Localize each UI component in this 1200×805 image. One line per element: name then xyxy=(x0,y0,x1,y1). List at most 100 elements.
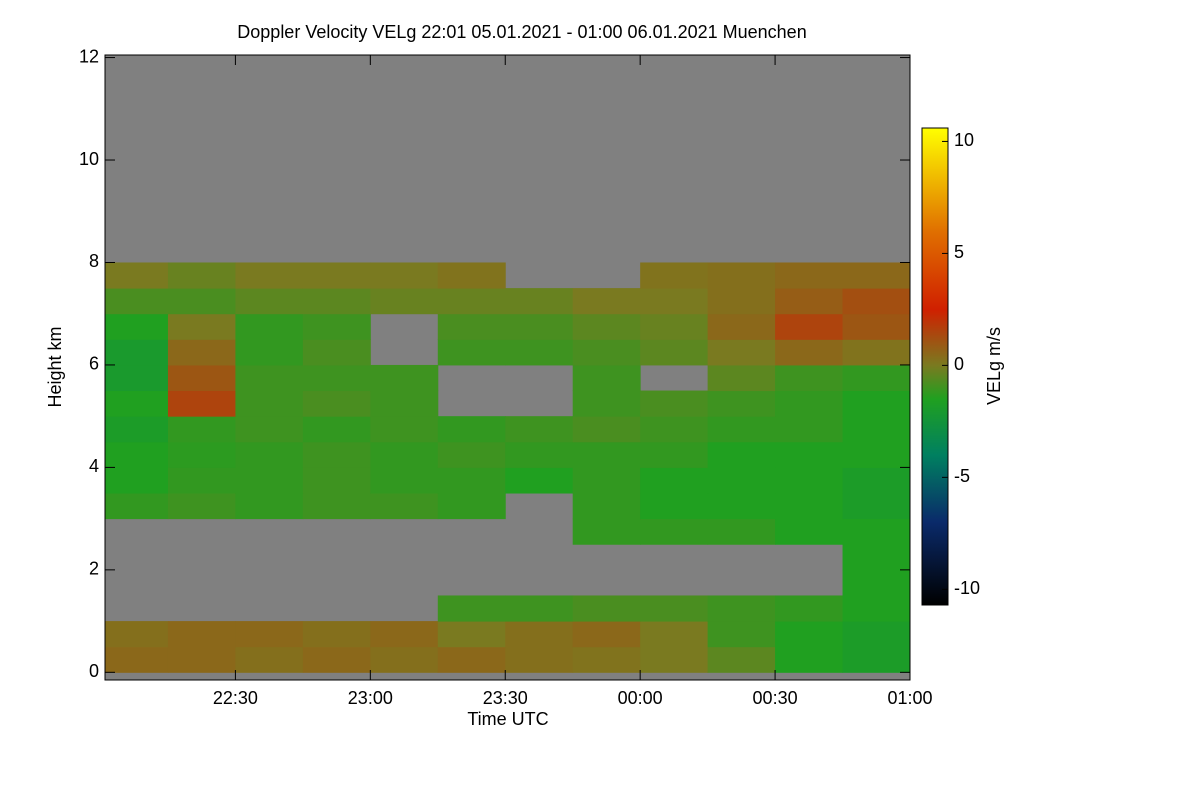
heatmap-cell xyxy=(505,339,574,366)
heatmap-cell xyxy=(775,493,844,520)
heatmap-cell xyxy=(437,416,506,443)
y-tick-label: 4 xyxy=(89,456,99,476)
heatmap-cell xyxy=(105,288,169,315)
heatmap-cell xyxy=(437,621,506,648)
heatmap-cell xyxy=(437,646,506,673)
heatmap-cell xyxy=(572,646,641,673)
heatmap-cell xyxy=(302,621,371,648)
heatmap-cell xyxy=(105,390,169,417)
y-axis-label: Height km xyxy=(45,326,65,407)
heatmap-cell xyxy=(842,569,911,596)
heatmap-cell xyxy=(640,646,709,673)
heatmap-cell xyxy=(640,493,709,520)
heatmap-cell xyxy=(167,493,236,520)
heatmap-cell xyxy=(505,595,574,622)
heatmap-cell xyxy=(302,441,371,468)
heatmap-cell xyxy=(105,364,169,392)
heatmap-cell xyxy=(437,595,506,622)
heatmap-cell xyxy=(707,390,776,417)
heatmap-cell xyxy=(572,621,641,648)
heatmap-cell xyxy=(105,441,169,468)
heatmap-cell xyxy=(707,621,776,648)
plot-frame xyxy=(104,54,911,681)
heatmap-cell xyxy=(370,262,439,289)
heatmap-cell xyxy=(842,467,911,494)
heatmap-cell xyxy=(437,493,506,520)
heatmap-cell xyxy=(235,262,304,289)
heatmap-cell xyxy=(775,262,844,289)
heatmap-cell xyxy=(572,390,641,417)
heatmap-cell xyxy=(842,595,911,622)
heatmap-cell xyxy=(775,467,844,494)
heatmap-cell xyxy=(370,646,439,673)
colorbar-label: VELg m/s xyxy=(984,327,1004,405)
colorbar-tick-label: 0 xyxy=(954,354,964,374)
heatmap-cell xyxy=(302,313,371,340)
colorbar xyxy=(921,127,949,606)
heatmap-cell xyxy=(775,441,844,468)
heatmap-cell xyxy=(437,441,506,468)
heatmap-cell xyxy=(707,646,776,673)
heatmap-cell xyxy=(370,621,439,648)
heatmap-cell xyxy=(167,416,236,443)
heatmap-cell xyxy=(842,313,911,340)
heatmap-cell xyxy=(302,493,371,520)
heatmap-cell xyxy=(775,288,844,315)
heatmap-cell xyxy=(775,416,844,443)
heatmap-cell xyxy=(105,339,169,366)
heatmap-cell xyxy=(167,364,236,392)
heatmap-cell xyxy=(302,262,371,289)
x-tick-label: 00:00 xyxy=(618,688,663,708)
heatmap-cell xyxy=(235,441,304,468)
heatmap-cell xyxy=(707,595,776,622)
x-tick-label: 22:30 xyxy=(213,688,258,708)
heatmap-cell xyxy=(775,646,844,673)
heatmap-cell xyxy=(167,390,236,417)
heatmap-cell xyxy=(707,262,776,289)
heatmap-cell xyxy=(235,621,304,648)
heatmap-cell xyxy=(505,288,574,315)
y-tick-label: 2 xyxy=(89,559,99,579)
heatmap-cell xyxy=(775,364,844,392)
heatmap-cell xyxy=(640,390,709,417)
heatmap-cell xyxy=(167,262,236,289)
heatmap-cell xyxy=(105,416,169,443)
heatmap-cell xyxy=(437,262,506,289)
heatmap-cell xyxy=(505,621,574,648)
heatmap-cell xyxy=(302,390,371,417)
heatmap-cell xyxy=(640,467,709,494)
heatmap-cell xyxy=(707,518,776,545)
heatmap-cell xyxy=(842,493,911,520)
x-tick-label: 00:30 xyxy=(753,688,798,708)
heatmap-cell xyxy=(572,441,641,468)
heatmap-cell xyxy=(505,441,574,468)
x-tick-label: 01:00 xyxy=(887,688,932,708)
heatmap-cell xyxy=(370,416,439,443)
heatmap-cell xyxy=(842,390,911,417)
heatmap-cell xyxy=(572,467,641,494)
heatmap-cell xyxy=(505,467,574,494)
heatmap-cell xyxy=(105,313,169,340)
heatmap-cell xyxy=(775,518,844,545)
heatmap-cell xyxy=(640,262,709,289)
colorbar-tick-label: -5 xyxy=(954,466,970,486)
heatmap-cell xyxy=(105,262,169,289)
heatmap-cell xyxy=(105,646,169,673)
heatmap-cell xyxy=(235,288,304,315)
colorbar-tick-label: 5 xyxy=(954,242,964,262)
heatmap-cell xyxy=(842,288,911,315)
heatmap-cell xyxy=(572,595,641,622)
heatmap-cell xyxy=(640,518,709,545)
heatmap-cell xyxy=(842,518,911,545)
heatmap-cell xyxy=(505,416,574,443)
heatmap-cell xyxy=(572,313,641,340)
x-axis-label: Time UTC xyxy=(467,709,548,729)
heatmap-cell xyxy=(437,313,506,340)
heatmap-cell xyxy=(437,288,506,315)
y-tick-label: 8 xyxy=(89,251,99,271)
heatmap-cell xyxy=(640,595,709,622)
heatmap-cell xyxy=(640,621,709,648)
heatmap-cell xyxy=(640,313,709,340)
heatmap-cell xyxy=(105,493,169,520)
heatmap-cell xyxy=(707,313,776,340)
